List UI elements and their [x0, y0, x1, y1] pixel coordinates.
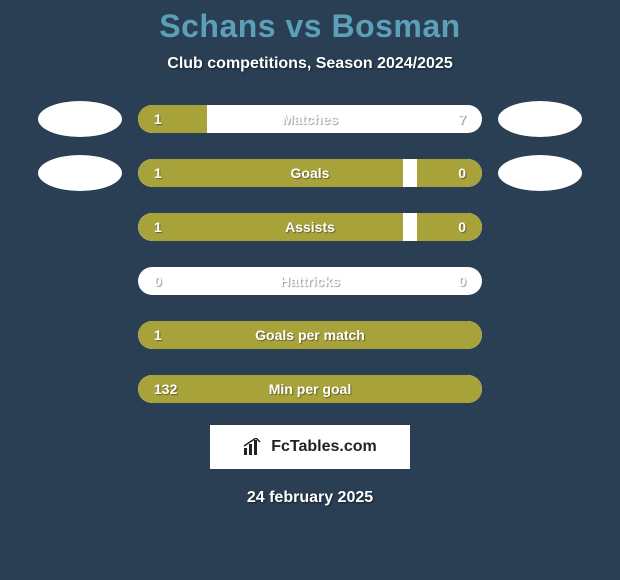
stat-value-right: 0 — [458, 165, 466, 181]
stat-name: Assists — [285, 219, 335, 235]
stat-value-left: 1 — [154, 327, 162, 343]
page-title: Schans vs Bosman — [0, 8, 620, 45]
stat-value-left: 1 — [154, 165, 162, 181]
stat-bar: 1 Assists 0 — [138, 213, 482, 241]
stat-row: 1 Goals 0 — [0, 155, 620, 191]
player1-name: Schans — [159, 8, 276, 44]
stat-bar: 1 Goals 0 — [138, 159, 482, 187]
bar-fill-right — [417, 213, 482, 241]
vs-label: vs — [285, 8, 322, 44]
badge-text: FcTables.com — [271, 438, 377, 456]
bar-fill-left — [138, 213, 403, 241]
stat-bar: 0 Hattricks 0 — [138, 267, 482, 295]
bar-fill-left — [138, 159, 403, 187]
stat-name: Hattricks — [280, 273, 340, 289]
player2-avatar — [498, 101, 582, 137]
fctables-badge[interactable]: FcTables.com — [210, 425, 410, 469]
player2-avatar — [498, 155, 582, 191]
bar-fill-right — [417, 159, 482, 187]
player1-avatar — [38, 101, 122, 137]
stat-name: Matches — [282, 111, 338, 127]
stat-row: 1 Assists 0 — [0, 209, 620, 245]
stat-bar: 1 Goals per match — [138, 321, 482, 349]
player1-avatar — [38, 155, 122, 191]
chart-icon — [243, 438, 265, 456]
stat-name: Min per goal — [269, 381, 351, 397]
stat-row: 1 Goals per match — [0, 317, 620, 353]
stat-value-right: 7 — [458, 111, 466, 127]
stat-row: 0 Hattricks 0 — [0, 263, 620, 299]
stat-bar: 1 Matches 7 — [138, 105, 482, 133]
stat-row: 132 Min per goal — [0, 371, 620, 407]
stat-name: Goals per match — [255, 327, 365, 343]
date-label: 24 february 2025 — [0, 489, 620, 507]
stat-value-left: 0 — [154, 273, 162, 289]
subtitle: Club competitions, Season 2024/2025 — [0, 55, 620, 73]
player2-name: Bosman — [331, 8, 460, 44]
stat-value-right: 0 — [458, 219, 466, 235]
stat-row: 1 Matches 7 — [0, 101, 620, 137]
stat-name: Goals — [291, 165, 330, 181]
bar-fill-left — [138, 105, 207, 133]
stat-value-left: 1 — [154, 111, 162, 127]
stat-rows: 1 Matches 7 1 Goals 0 1 Assists 0 0 Hattricks 0 1 Goa… — [0, 101, 620, 407]
stat-value-right: 0 — [458, 273, 466, 289]
stat-value-left: 132 — [154, 381, 177, 397]
stat-value-left: 1 — [154, 219, 162, 235]
comparison-container: Schans vs Bosman Club competitions, Seas… — [0, 0, 620, 507]
stat-bar: 132 Min per goal — [138, 375, 482, 403]
